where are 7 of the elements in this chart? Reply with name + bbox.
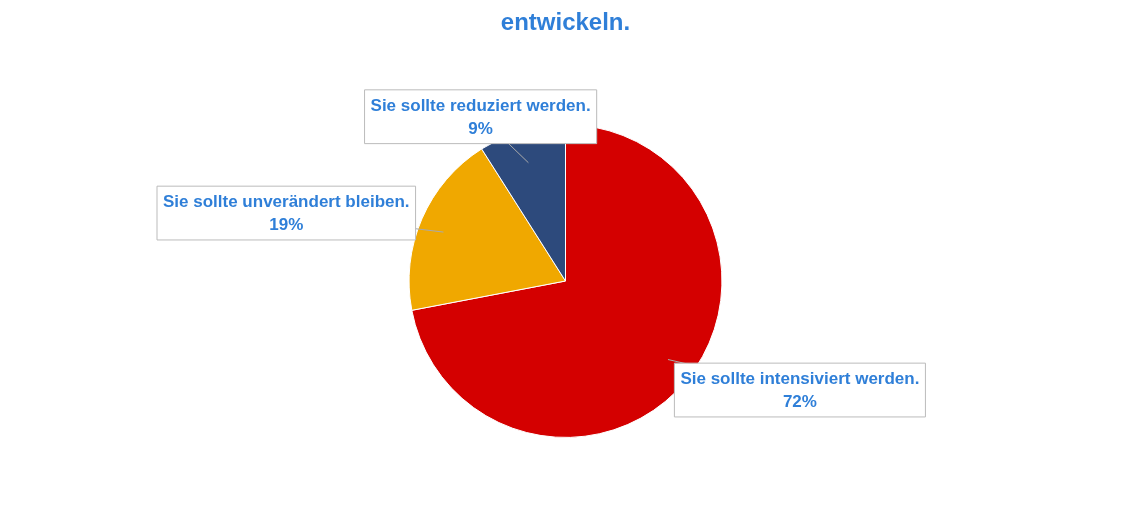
chart-title: entwickeln. — [500, 7, 631, 35]
slice-label: Sie sollte unverändert bleiben. — [163, 192, 410, 212]
slice-label: Sie sollte reduziert werden. — [370, 95, 591, 115]
data-label: 9% — [468, 118, 493, 138]
data-label: 19% — [269, 214, 304, 234]
slice-label: Sie sollte intensiviert werden. — [680, 369, 920, 389]
data-label: 72% — [782, 391, 817, 411]
